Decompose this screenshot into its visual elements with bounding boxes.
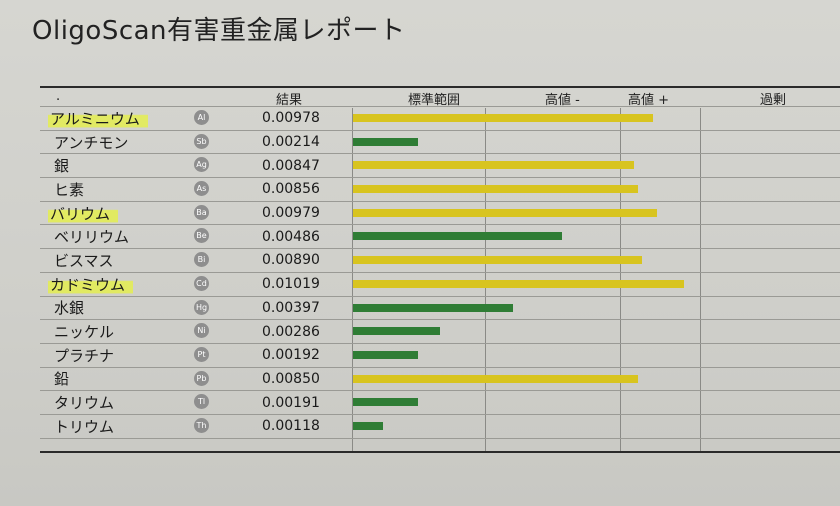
result-value: 0.00286 [262, 323, 320, 340]
table-bottom-rule [40, 451, 840, 453]
element-symbol-badge: Cd [194, 275, 209, 291]
table-row: トリウム Th 0.00118 [40, 413, 840, 439]
column-divider [700, 108, 701, 451]
header-result: 結果 [276, 93, 303, 108]
element-symbol-badge: As [194, 181, 209, 197]
result-value: 0.00890 [262, 252, 320, 269]
result-value: 0.00978 [262, 110, 320, 127]
element-symbol-badge: Tl [194, 394, 209, 410]
header-high-plus: 高値 + [628, 93, 670, 108]
element-name: 鉛 [54, 370, 70, 389]
element-symbol-badge: Th [194, 417, 209, 433]
element-symbol-badge: Pb [194, 370, 209, 386]
result-value: 0.00397 [262, 299, 320, 316]
table-row: カドミウム Cd 0.01019 [40, 271, 840, 296]
table-row: バリウム Ba 0.00979 [40, 200, 840, 225]
table-row: ヒ素 As 0.00856 [40, 177, 840, 201]
element-symbol-badge: Ba [194, 204, 209, 220]
table-row: 水銀 Hg 0.00397 [40, 295, 840, 320]
element-name: ビスマス [54, 251, 114, 270]
result-bar [353, 303, 513, 312]
element-name: バリウム [48, 202, 119, 224]
result-value: 0.00850 [262, 370, 320, 387]
result-value: 0.01019 [262, 276, 320, 293]
table-row: ビスマス Bi 0.00890 [40, 248, 840, 272]
result-bar [353, 185, 638, 194]
element-symbol-badge: Bi [194, 252, 209, 268]
element-symbol-badge: Al [194, 110, 209, 125]
element-name: アンチモン [54, 133, 129, 152]
result-bar [353, 398, 418, 407]
element-name: プラチナ [54, 346, 115, 365]
result-value: 0.00486 [262, 228, 320, 245]
result-value: 0.00192 [262, 347, 320, 364]
result-value: 0.00191 [262, 394, 320, 411]
result-value: 0.00979 [262, 205, 320, 222]
result-bar [353, 327, 440, 336]
element-name: アルミニウム [48, 107, 148, 129]
table-row: ニッケル Ni 0.00286 [40, 319, 840, 343]
element-name: カドミウム [48, 273, 134, 295]
element-symbol-badge: Pt [194, 346, 209, 362]
result-bar [353, 256, 642, 265]
result-bar [353, 208, 657, 217]
result-value: 0.00118 [262, 418, 320, 435]
header-high-minus: 高値 - [545, 93, 580, 108]
element-symbol-badge: Sb [194, 133, 209, 149]
table-row: 鉛 Pb 0.00850 [40, 366, 840, 391]
result-value: 0.00856 [262, 181, 320, 198]
table-row: アンチモン Sb 0.00214 [40, 129, 840, 154]
table-top-rule [40, 86, 840, 88]
result-bar [353, 374, 638, 383]
result-bar [353, 350, 418, 359]
result-bar [353, 114, 653, 122]
result-bar [353, 232, 562, 241]
element-name: ヒ素 [54, 180, 85, 199]
element-name: ベリリウム [54, 228, 130, 247]
result-bar [353, 137, 418, 146]
header-dot: . [56, 89, 61, 104]
result-value: 0.00847 [262, 157, 320, 174]
table-row: アルミニウム Al 0.00978 [40, 106, 840, 130]
element-symbol-badge: Ag [194, 157, 209, 173]
table-row: タリウム Tl 0.00191 [40, 390, 840, 414]
element-name: トリウム [54, 417, 115, 436]
result-bar [353, 421, 383, 430]
column-divider [485, 108, 486, 451]
element-name: 水銀 [54, 299, 85, 318]
header-excess: 過剰 [760, 93, 787, 108]
table-row: プラチナ Pt 0.00192 [40, 342, 840, 367]
result-value: 0.00214 [262, 134, 320, 151]
table-row: 銀 Ag 0.00847 [40, 153, 840, 177]
element-symbol-badge: Be [194, 228, 209, 244]
element-name: 銀 [54, 157, 70, 176]
column-divider [620, 108, 621, 451]
element-name: ニッケル [54, 323, 115, 342]
report-title: OligoScan有害重金属レポート [32, 16, 406, 46]
header-standard-range: 標準範囲 [408, 93, 461, 108]
table-row: ベリリウム Be 0.00486 [40, 224, 840, 248]
element-symbol-badge: Hg [194, 299, 209, 315]
result-bar [353, 161, 634, 170]
element-symbol-badge: Ni [194, 323, 209, 339]
element-name: タリウム [54, 394, 115, 413]
result-bar [353, 279, 684, 288]
column-divider [352, 108, 353, 451]
results-table: アルミニウム Al 0.00978 アンチモン Sb 0.00214 銀 Ag 0.00847 ヒ… [40, 106, 840, 439]
